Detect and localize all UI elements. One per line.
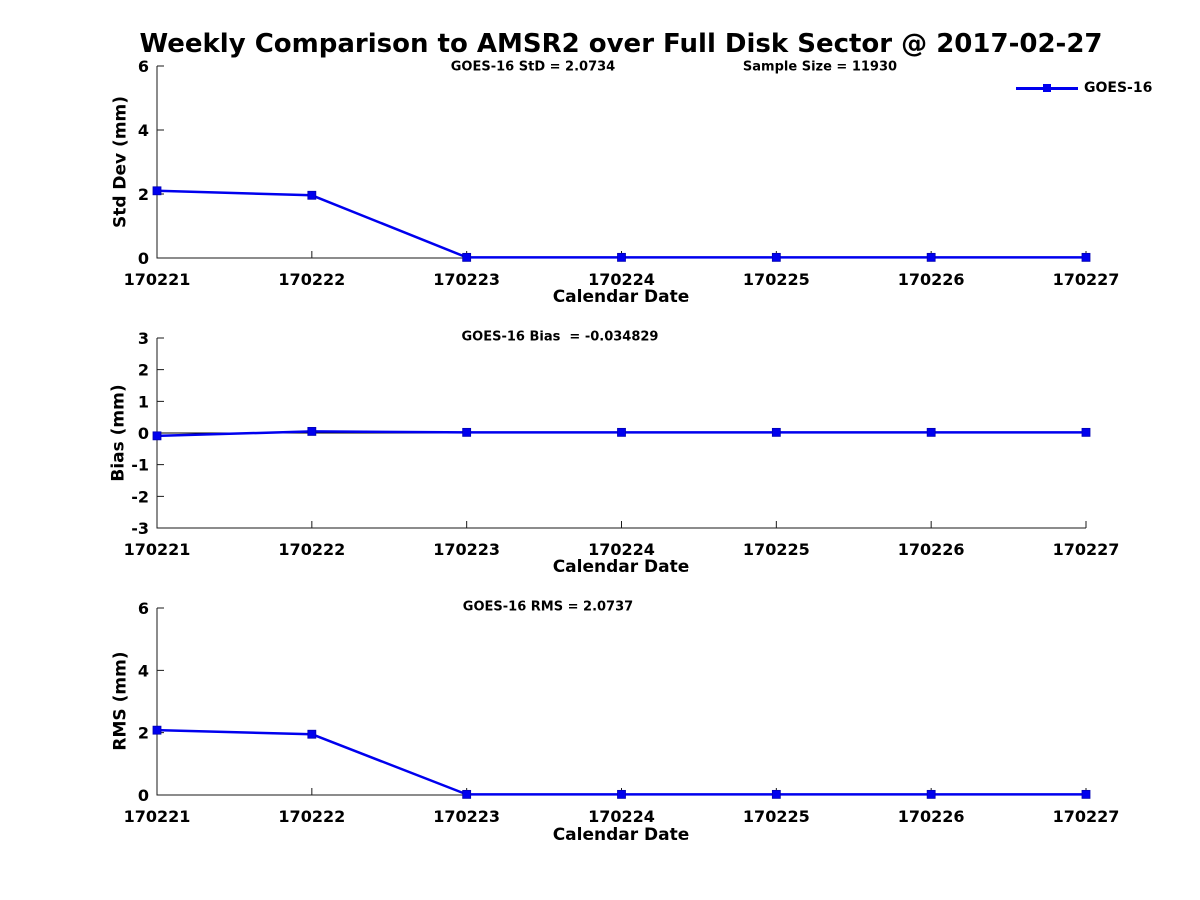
subplot-rms: 170221 170222 170223 170224 170225 170226 1702… xyxy=(124,599,1120,826)
data-marker-std-dev xyxy=(926,252,936,262)
x-tick-label-std-dev: 170225 xyxy=(743,270,810,289)
x-axis-label-std: Calendar Date xyxy=(552,287,690,307)
data-marker-rms xyxy=(1081,789,1091,799)
data-marker-bias xyxy=(926,427,936,437)
data-marker-rms xyxy=(152,725,162,735)
y-tick-label-std-dev: 4 xyxy=(138,121,149,140)
y-tick-label-bias: -3 xyxy=(131,519,149,538)
data-line-std-dev xyxy=(156,189,1086,259)
y-tick-label-std-dev: 2 xyxy=(138,185,149,204)
x-tick-label-bias: 170226 xyxy=(898,540,965,559)
data-marker-bias xyxy=(1081,427,1091,437)
x-tick-label-std-dev: 170226 xyxy=(898,270,965,289)
x-tick-label-rms: 170226 xyxy=(898,807,965,826)
legend-line xyxy=(1016,80,1078,96)
data-marker-bias xyxy=(152,431,162,441)
x-tick-label-std-dev: 170221 xyxy=(124,270,191,289)
data-marker-std-dev xyxy=(1081,252,1091,262)
data-marker-std-dev xyxy=(462,252,472,262)
data-marker-bias xyxy=(307,427,317,436)
axis-rms xyxy=(156,608,1086,796)
x-axis-label-bias: Calendar Date xyxy=(552,557,690,577)
y-tick-label-rms: 4 xyxy=(138,661,149,680)
y-tick-label-bias: -2 xyxy=(131,487,149,506)
x-tick-label-bias: 170227 xyxy=(1053,540,1120,559)
x-tick-label-bias: 170224 xyxy=(588,540,655,559)
x-tick-label-rms: 170227 xyxy=(1053,807,1120,826)
legend: GOES-16 xyxy=(1016,80,1152,96)
y-axis-label-rms: RMS (mm) xyxy=(110,651,131,751)
data-marker-rms xyxy=(617,789,626,799)
y-tick-label-bias: 1 xyxy=(138,392,149,411)
data-marker-std-dev xyxy=(307,190,317,200)
y-tick-label-bias: 3 xyxy=(138,329,149,348)
x-tick-label-bias: 170221 xyxy=(124,540,191,559)
x-tick-label-std-dev: 170222 xyxy=(278,270,345,289)
x-tick-label-std-dev: 170223 xyxy=(433,270,500,289)
y-axis-label-bias: Bias (mm) xyxy=(108,384,129,482)
y-tick-label-rms: 6 xyxy=(138,599,149,618)
figure-title: Weekly Comparison to AMSR2 over Full Dis… xyxy=(139,29,1103,59)
data-marker-bias xyxy=(771,427,781,437)
y-tick-label-std-dev: 0 xyxy=(138,249,149,268)
subplot-std-dev: 170221 170222 170223 170224 170225 170226 1702… xyxy=(124,57,1120,289)
legend-square-marker-icon xyxy=(1043,84,1051,92)
x-tick-label-bias: 170225 xyxy=(743,540,810,559)
data-marker-std-dev xyxy=(617,252,626,262)
annotation-rms: GOES-16 RMS = 2.0737 xyxy=(462,599,634,615)
tick-marks-std-dev xyxy=(156,65,1087,259)
x-tick-label-rms: 170221 xyxy=(124,807,191,826)
x-tick-label-rms: 170224 xyxy=(588,807,655,826)
y-tick-label-rms: 2 xyxy=(138,724,149,743)
legend-label: GOES-16 xyxy=(1084,80,1153,96)
axis-std-dev xyxy=(156,66,1086,259)
subplot-bias: 170221 170222 170223 170224 170225 170226 1702… xyxy=(124,329,1120,559)
x-tick-label-rms: 170223 xyxy=(433,807,500,826)
y-tick-label-std-dev: 6 xyxy=(138,57,149,76)
data-line-rms xyxy=(156,728,1086,796)
x-tick-label-bias: 170223 xyxy=(433,540,500,559)
x-tick-label-bias: 170222 xyxy=(278,540,345,559)
y-tick-label-bias: 2 xyxy=(138,361,149,380)
data-marker-std-dev xyxy=(152,186,162,196)
x-axis-label-rms: Calendar Date xyxy=(552,825,690,845)
annotation-bias: GOES-16 Bias = -0.034829 xyxy=(461,329,659,345)
tick-marks-rms xyxy=(156,607,1087,796)
data-marker-bias xyxy=(462,427,472,437)
y-tick-label-bias: 0 xyxy=(138,424,149,443)
x-tick-label-std-dev: 170224 xyxy=(588,270,655,289)
annotation-std: GOES-16 StD = 2.0734 xyxy=(450,59,616,75)
x-tick-label-std-dev: 170227 xyxy=(1053,270,1120,289)
data-marker-std-dev xyxy=(771,252,781,262)
data-marker-rms xyxy=(462,789,472,799)
x-tick-label-rms: 170222 xyxy=(278,807,345,826)
annotation-sample-size: Sample Size = 11930 xyxy=(742,59,898,75)
y-tick-label-rms: 0 xyxy=(138,786,149,805)
data-marker-bias xyxy=(617,427,626,437)
y-axis-label-std: Std Dev (mm) xyxy=(110,95,131,229)
data-marker-rms xyxy=(926,789,936,799)
y-tick-label-bias: -1 xyxy=(131,456,149,475)
x-tick-label-rms: 170225 xyxy=(743,807,810,826)
data-marker-rms xyxy=(771,789,781,799)
data-marker-rms xyxy=(307,729,317,739)
